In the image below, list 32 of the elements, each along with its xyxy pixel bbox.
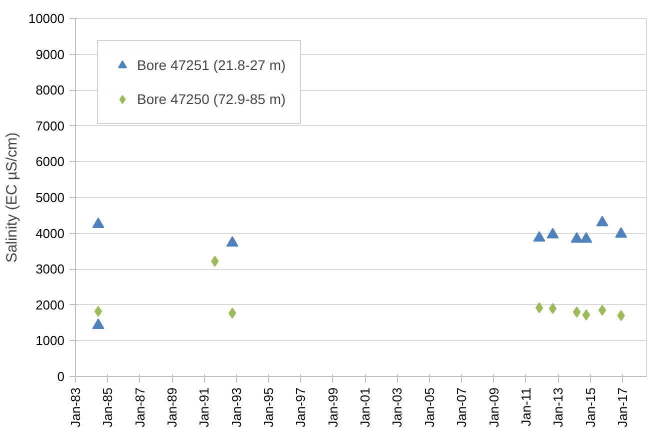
x-tick-label: Jan-09 bbox=[486, 388, 502, 428]
y-tick-label: 0 bbox=[57, 369, 65, 384]
x-tick-label: Jan-03 bbox=[390, 388, 405, 428]
y-tick-label: 1000 bbox=[36, 333, 64, 348]
x-tick-label: Jan-05 bbox=[422, 388, 437, 428]
x-tick-label: Jan-91 bbox=[196, 388, 212, 428]
x-tick-label: Jan-85 bbox=[100, 388, 116, 428]
x-tick-label: Jan-99 bbox=[325, 388, 340, 428]
x-tick-label: Jan-97 bbox=[293, 388, 308, 428]
x-tick-label: Jan-89 bbox=[164, 388, 180, 428]
y-tick-label: 4000 bbox=[36, 226, 64, 241]
legend-label: Bore 47250 (72.9-85 m) bbox=[137, 91, 286, 107]
y-tick-label: 8000 bbox=[36, 82, 64, 98]
x-tick-label: Jan-11 bbox=[518, 387, 534, 426]
y-tick-label: 7000 bbox=[36, 118, 64, 134]
x-tick-label: Jan-07 bbox=[454, 388, 470, 428]
x-tick-label: Jan-13 bbox=[550, 388, 566, 428]
y-tick-label: 5000 bbox=[36, 190, 64, 205]
legend-label: Bore 47251 (21.8-27 m) bbox=[137, 57, 286, 73]
y-tick-label: 6000 bbox=[36, 154, 64, 170]
y-tick-label: 2000 bbox=[36, 297, 64, 312]
x-tick-label: Jan-15 bbox=[582, 388, 598, 428]
x-tick-label: Jan-17 bbox=[614, 388, 630, 428]
x-tick-label: Jan-87 bbox=[132, 388, 148, 428]
x-tick-label: Jan-95 bbox=[261, 388, 276, 428]
y-tick-label: 9000 bbox=[36, 46, 64, 62]
x-tick-label: Jan-83 bbox=[68, 388, 83, 428]
y-tick-label: 10000 bbox=[28, 11, 65, 26]
y-tick-label: 3000 bbox=[36, 262, 64, 277]
x-tick-label: Jan-01 bbox=[358, 388, 373, 428]
y-axis-title: Salinity (EC µS/cm) bbox=[3, 132, 20, 263]
x-tick-label: Jan-93 bbox=[228, 388, 244, 428]
